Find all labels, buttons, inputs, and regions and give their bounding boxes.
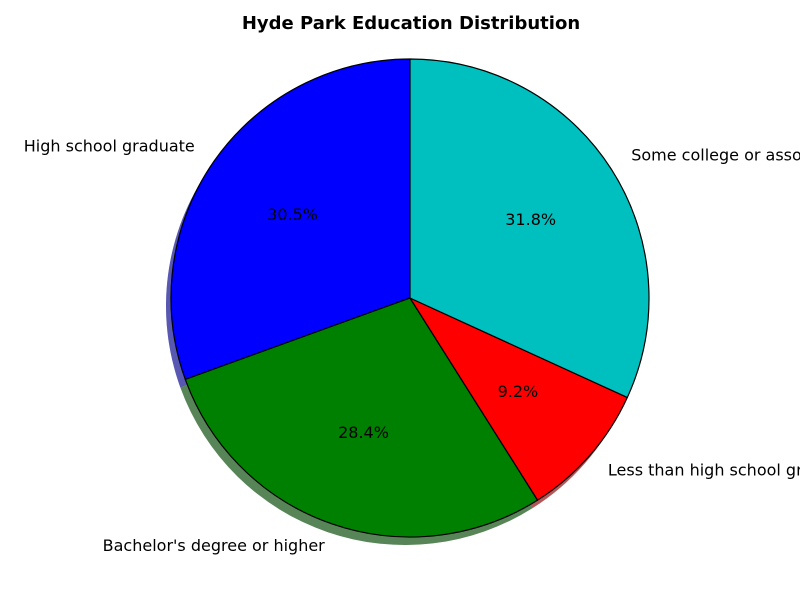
slice-pct-high-school-graduate: 30.5% — [267, 205, 318, 224]
slice-some-college-or-associate-s-degree — [409, 58, 650, 399]
slice-pct-some-college-or-associate-s-degree: 31.8% — [505, 210, 556, 229]
pie-labels: High school graduate 30.5% Bachelor's degr… — [24, 137, 800, 556]
slice-high-school-graduate — [170, 58, 411, 380]
slice-label-high-school-graduate: High school graduate — [24, 137, 195, 156]
slice-pct-less-than-high-school-graduate: 9.2% — [498, 382, 539, 401]
chart-title: Hyde Park Education Distribution — [242, 13, 580, 34]
slice-label-some-college-or-associate-s-degree: Some college or associate's degree — [631, 145, 800, 164]
slice-pct-bachelor-s-degree-or-higher: 28.4% — [338, 423, 389, 442]
pie-slices — [170, 58, 650, 538]
slice-less-than-high-school-graduate — [409, 297, 628, 501]
slice-label-bachelor-s-degree-or-higher: Bachelor's degree or higher — [103, 536, 326, 555]
slice-label-less-than-high-school-graduate: Less than high school graduate — [608, 461, 800, 480]
slice-bachelor-s-degree-or-higher — [184, 297, 539, 538]
